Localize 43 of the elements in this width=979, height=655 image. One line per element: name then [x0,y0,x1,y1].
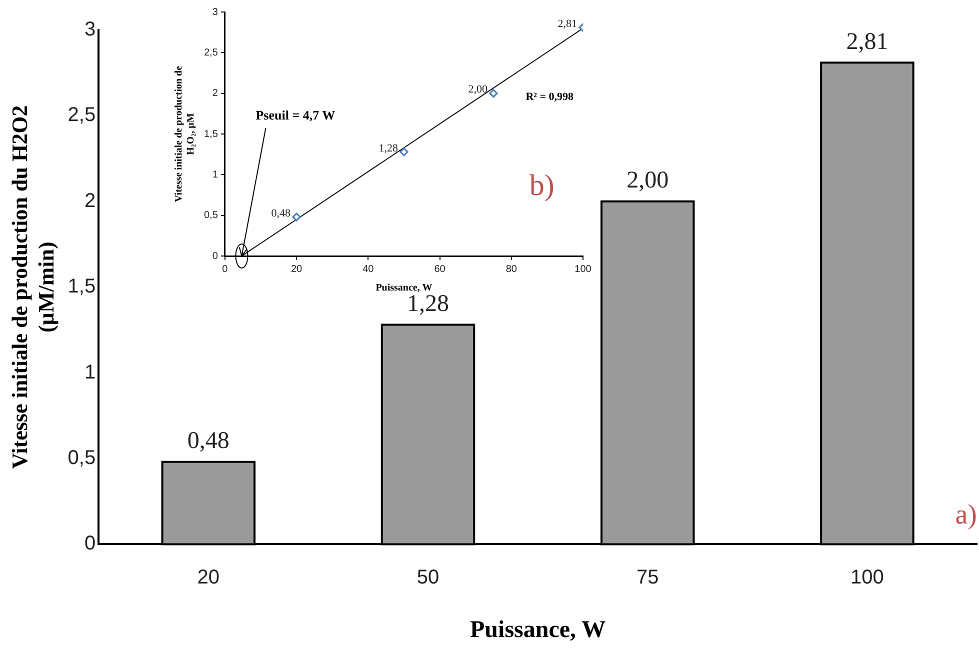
annotation: b) [529,169,554,202]
x-tick-label: 80 [506,264,518,275]
y-tick-label: 2 [212,88,218,100]
data-label: 2,00 [468,84,488,96]
y-tick-label: 0 [212,250,218,262]
y-tick-label: 0,5 [204,210,218,222]
data-label: 0,48 [271,207,292,220]
x-tick-label: 100 [850,566,884,589]
annotation: Pseuil = 4,7 W [256,107,336,122]
y-tick-label: 2 [84,190,96,212]
x-tick-label: 75 [636,566,659,589]
y-tick-label: 1,5 [204,128,218,140]
data-label: 0,48 [187,428,230,454]
annotation: a) [955,500,977,531]
y-tick-label: 0 [84,532,96,555]
point [400,148,408,156]
data-label: 1,28 [378,142,398,154]
y-tick-label: 3 [84,18,96,41]
point [489,89,498,98]
y-tick-label: 3 [212,6,218,18]
y-axis-title: Vitesse initiale de production du H2O2 (µM/min) [6,105,58,469]
y-tick-label: 1 [212,169,218,180]
x-tick-label: 20 [290,264,303,275]
y-axis-title: Vitesse initiale de production de H₂O₂, µM [174,65,197,202]
data-label: 1,28 [407,291,449,318]
y-tick-label: 1,5 [68,276,96,298]
y-tick-label: 0,5 [68,447,96,470]
x-tick-label: 20 [197,566,220,589]
x-tick-label: 40 [362,264,374,275]
x-tick-label: 60 [434,264,446,275]
data-label: 2,00 [626,168,669,194]
y-tick-label: 1 [84,361,96,384]
data-label: 2,81 [846,28,888,55]
y-tick-label: 2,5 [68,104,96,126]
x-tick-label: 50 [416,566,440,589]
x-tick-label: 0 [222,264,228,275]
annotation: R² = 0,998 [526,90,574,103]
y-tick-label: 2,5 [204,47,218,58]
data-label: 2,81 [558,18,577,30]
x-tick-label: 100 [574,264,592,275]
x-axis-title: Puissance, W [470,616,606,643]
point [292,212,301,222]
x-axis-title: Puissance, W [376,282,432,294]
